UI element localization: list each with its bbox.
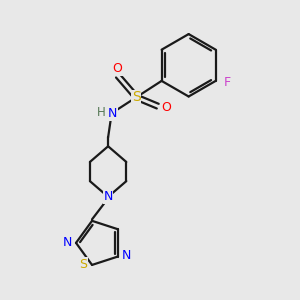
Text: O: O (161, 101, 171, 114)
Text: O: O (112, 62, 122, 75)
Text: N: N (122, 249, 132, 262)
Text: S: S (132, 90, 141, 104)
Text: N: N (103, 190, 113, 203)
Text: F: F (224, 76, 230, 89)
Text: N: N (62, 236, 72, 249)
Text: S: S (79, 258, 87, 271)
Text: H: H (97, 106, 106, 119)
Text: N: N (108, 107, 117, 120)
